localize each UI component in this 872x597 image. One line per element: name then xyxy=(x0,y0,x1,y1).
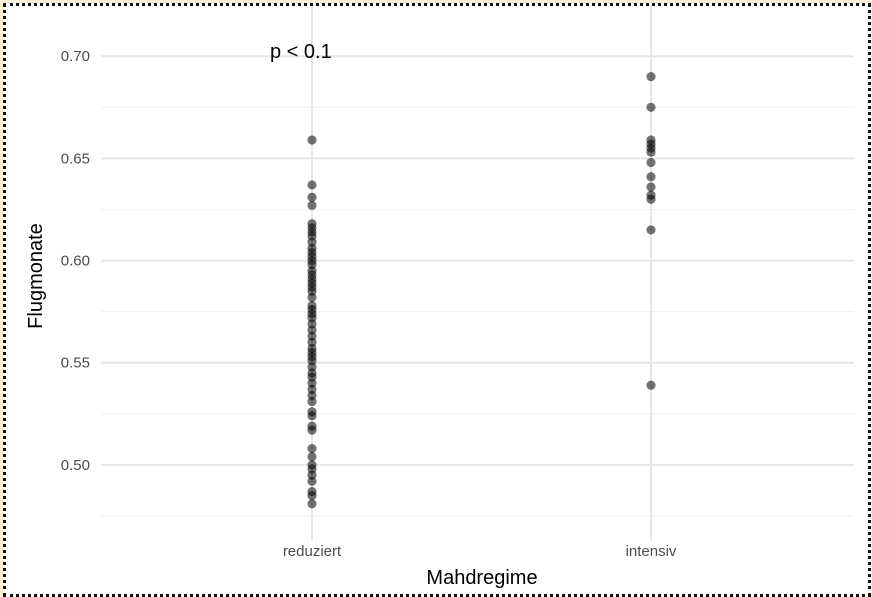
data-point xyxy=(307,292,317,302)
data-point xyxy=(646,147,656,157)
p-value-annotation: p < 0.1 xyxy=(270,41,332,63)
x-axis-title: Mahdregime xyxy=(426,567,537,589)
data-point xyxy=(307,192,317,202)
data-point xyxy=(646,194,656,204)
grid-layer xyxy=(101,6,854,541)
data-point xyxy=(646,172,656,182)
y-tick-label: 0.55 xyxy=(61,355,90,372)
x-tick-label: intensiv xyxy=(626,543,677,560)
points-layer xyxy=(307,72,656,509)
data-point xyxy=(307,490,317,501)
data-point xyxy=(646,157,656,168)
data-point xyxy=(646,182,656,192)
data-point xyxy=(307,452,317,462)
scatter-chart: 0.50 0.55 0.60 0.65 0.70 reduziert intensiv p… xyxy=(25,6,854,589)
data-point xyxy=(307,411,317,421)
y-axis-title: Flugmonate xyxy=(25,223,47,329)
data-point xyxy=(307,425,317,435)
y-tick-label: 0.60 xyxy=(61,253,90,270)
chart-frame: 0.50 0.55 0.60 0.65 0.70 reduziert intensiv p… xyxy=(3,3,871,597)
data-point xyxy=(646,72,656,82)
x-tick-labels: reduziert intensiv xyxy=(283,543,677,560)
data-point xyxy=(307,443,317,454)
data-point xyxy=(646,102,656,112)
data-point xyxy=(646,225,656,235)
data-point xyxy=(307,499,317,509)
x-tick-label: reduziert xyxy=(283,543,342,560)
data-point xyxy=(307,180,317,190)
data-point xyxy=(307,200,317,210)
y-tick-label: 0.65 xyxy=(61,150,90,167)
data-point xyxy=(307,396,317,407)
y-tick-label: 0.50 xyxy=(61,457,90,474)
data-point xyxy=(307,476,317,486)
y-tick-label: 0.70 xyxy=(61,48,90,65)
data-point xyxy=(646,380,656,390)
data-point xyxy=(307,135,317,145)
y-tick-labels: 0.50 0.55 0.60 0.65 0.70 xyxy=(61,48,90,474)
